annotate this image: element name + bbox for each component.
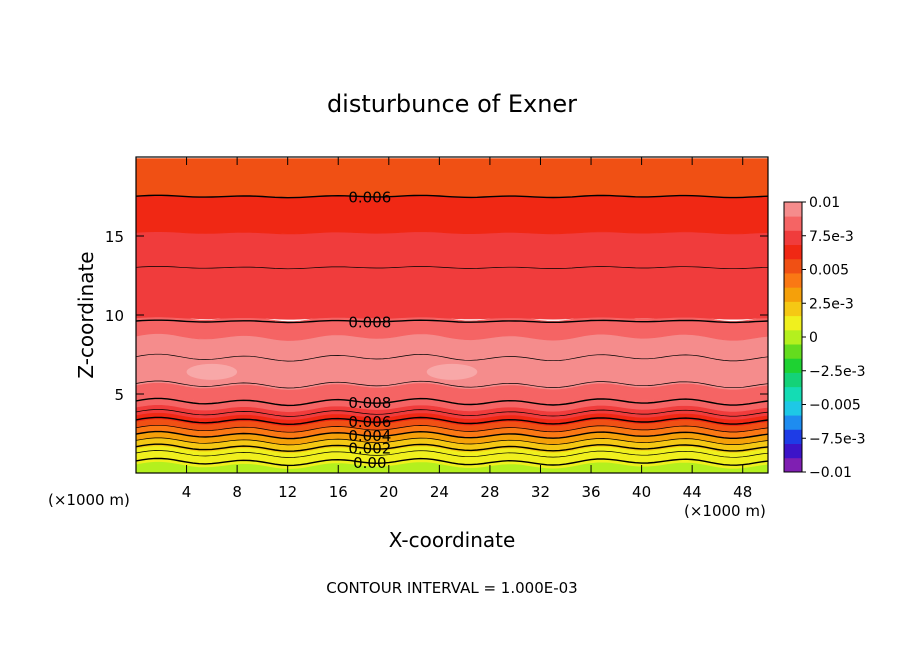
contour-label: 0.006 [348, 413, 391, 431]
colorbar-label: 2.5e-3 [809, 296, 854, 312]
x-tick-label: 36 [581, 483, 600, 501]
colorbar-swatch [784, 329, 802, 345]
y-axis: 5 10 15 [105, 228, 768, 404]
colorbar-swatch [784, 301, 802, 317]
x-axis: 4 8 12 16 20 24 28 32 36 40 44 48 [182, 157, 752, 501]
contour-line [135, 353, 769, 362]
contour-fill-band [135, 231, 769, 270]
x-tick-label: 40 [632, 483, 651, 501]
colorbar-label: 0.005 [809, 263, 849, 279]
contour-label: 0.00 [353, 454, 386, 472]
x-tick-label: 8 [232, 483, 242, 501]
contour-line [135, 437, 769, 446]
x-tick-label: 32 [531, 483, 550, 501]
contour-line [135, 194, 769, 199]
colorbar-swatch [784, 415, 802, 430]
contour-line [135, 457, 769, 467]
contour-line [135, 430, 769, 440]
colorbar-swatch [784, 358, 802, 373]
contour-label: 0.006 [348, 189, 391, 207]
colorbar-swatch [784, 258, 802, 274]
colorbar-swatch [784, 344, 802, 359]
x-unit-right: (×1000 m) [684, 502, 766, 520]
x-tick-label: 24 [430, 483, 449, 501]
colorbar-swatch [784, 287, 802, 302]
contour-label: 0.002 [348, 440, 391, 458]
y-axis-label: Z-coordinate [74, 251, 98, 378]
colorbar-label: 0.01 [809, 195, 840, 211]
contour-fill-band [135, 158, 769, 199]
y-tick-label: 10 [105, 307, 124, 325]
colorbar-swatch [784, 457, 802, 473]
contour-interval-note: CONTOUR INTERVAL = 1.000E-03 [326, 579, 577, 597]
contour-line [135, 319, 769, 324]
colorbar-label: −0.005 [809, 398, 861, 414]
contour-line [135, 416, 769, 426]
colorbar-label: −7.5e-3 [809, 431, 866, 447]
x-tick-label: 4 [182, 483, 192, 501]
x-tick-label: 44 [683, 483, 702, 501]
contour-fill-band [135, 195, 769, 235]
x-tick-label: 12 [278, 483, 297, 501]
colorbar: 0.01 7.5e-3 0.005 2.5e-3 0 −2.5e-3 −0.005 −7.5e… [783, 195, 866, 481]
x-unit-left: (×1000 m) [48, 491, 130, 509]
colorbar-swatch [784, 443, 802, 459]
colorbar-swatch [784, 315, 802, 331]
contour-label: 0.008 [348, 394, 391, 412]
colorbar-swatch [784, 372, 802, 388]
colorbar-swatch [784, 202, 802, 217]
colorbar-swatch [784, 244, 802, 260]
colorbar-swatch [784, 230, 802, 246]
max-value-region [426, 363, 478, 380]
contour-line [135, 409, 769, 417]
contour-line [135, 424, 769, 433]
colorbar-swatch [784, 273, 802, 288]
colorbar-label: −0.01 [809, 465, 852, 481]
contour-line [135, 443, 769, 452]
x-tick-label: 20 [379, 483, 398, 501]
contour-line [135, 450, 769, 458]
contour-fill-band [135, 266, 769, 320]
y-tick-label: 5 [114, 386, 124, 404]
y-tick-label: 15 [105, 228, 124, 246]
colorbar-label: 7.5e-3 [809, 229, 854, 245]
contour-line [135, 397, 769, 407]
x-tick-label: 16 [329, 483, 348, 501]
colorbar-label: 0 [809, 330, 818, 346]
x-tick-label: 28 [480, 483, 499, 501]
contour-label: 0.008 [348, 313, 391, 331]
colorbar-swatch [784, 400, 802, 416]
colorbar-swatch [784, 386, 802, 402]
colorbar-swatch [784, 429, 802, 444]
colorbar-label: −2.5e-3 [809, 364, 866, 380]
x-tick-label: 48 [733, 483, 752, 501]
contour-label: 0.004 [348, 427, 391, 445]
chart-title: disturbunce of Exner [327, 90, 577, 118]
colorbar-swatch [784, 216, 802, 231]
contour-line [135, 380, 769, 389]
max-value-region [186, 363, 238, 380]
x-axis-label: X-coordinate [389, 528, 516, 552]
contour-line [135, 266, 769, 270]
